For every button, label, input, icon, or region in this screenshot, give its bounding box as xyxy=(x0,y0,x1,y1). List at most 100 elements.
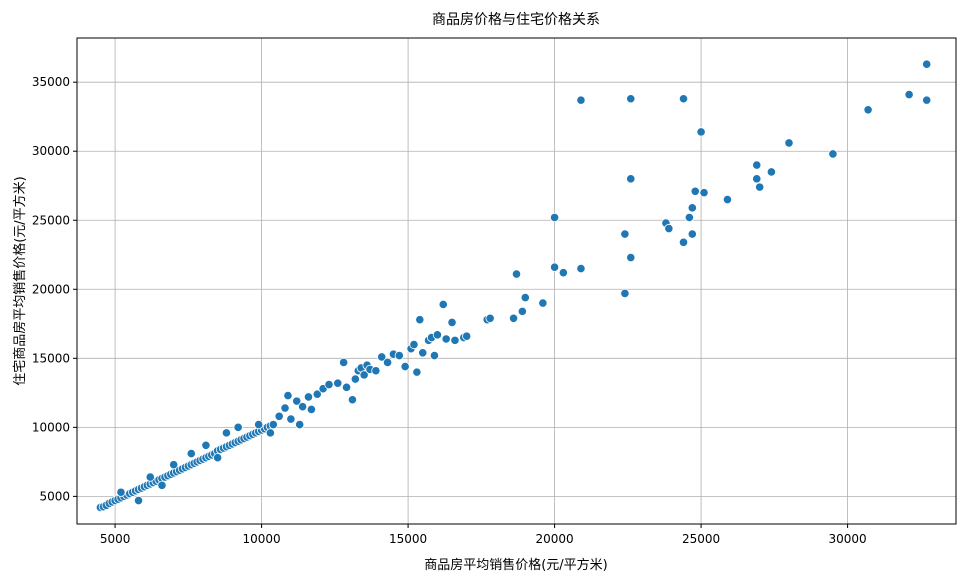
scatter-point xyxy=(549,212,560,223)
scatter-point xyxy=(784,138,794,148)
y-tick-label: 30000 xyxy=(32,144,70,158)
scatter-point xyxy=(359,370,369,380)
scatter-point xyxy=(283,390,293,401)
scatter-point xyxy=(350,374,360,384)
scatter-point xyxy=(254,419,264,430)
y-axis-label: 住宅商品房平均销售价格(元/平方米) xyxy=(12,176,28,386)
scatter-point xyxy=(186,448,196,459)
scatter-point xyxy=(333,378,343,388)
scatter-point xyxy=(312,389,322,399)
scatter-point xyxy=(904,90,914,100)
scatter-point xyxy=(371,366,381,376)
scatter-point xyxy=(620,288,630,299)
scatter-point xyxy=(265,428,275,438)
scatter-point xyxy=(133,495,144,506)
x-axis-label: 商品房平均销售价格(元/平方米) xyxy=(424,557,608,573)
scatter-point xyxy=(286,414,296,424)
x-tick-label: 5000 xyxy=(100,532,131,546)
y-tick-label: 35000 xyxy=(32,75,70,89)
scatter-point xyxy=(922,95,932,105)
scatter-point xyxy=(268,419,278,430)
y-tick-label: 10000 xyxy=(32,420,70,434)
scatter-point xyxy=(828,149,838,159)
x-tick-label: 30000 xyxy=(828,532,866,546)
scatter-point xyxy=(280,403,290,413)
scatter-point xyxy=(213,453,223,463)
scatter-point xyxy=(201,440,211,450)
scatter-point xyxy=(576,263,586,274)
scatter-point xyxy=(169,460,179,470)
x-tick-label: 20000 xyxy=(535,532,573,546)
scatter-point xyxy=(438,299,448,310)
scatter-point xyxy=(511,269,522,279)
scatter-point xyxy=(145,472,155,482)
scatter-point xyxy=(696,127,706,137)
scatter-point xyxy=(508,313,519,323)
scatter-point xyxy=(450,335,460,345)
scatter-point xyxy=(626,174,636,184)
scatter-point xyxy=(400,362,410,372)
scatter-point xyxy=(620,229,630,239)
scatter-point xyxy=(303,392,314,402)
scatter-point xyxy=(558,268,568,278)
scatter-point xyxy=(306,404,316,415)
scatter-point xyxy=(233,422,243,432)
scatter-point xyxy=(292,396,302,406)
scatter-point xyxy=(678,237,689,247)
scatter-point xyxy=(418,348,428,358)
scatter-point xyxy=(382,357,393,368)
scatter-point xyxy=(863,105,873,115)
scatter-point xyxy=(295,419,305,430)
scatter-point xyxy=(678,94,689,104)
scatter-point xyxy=(517,306,527,316)
scatter-point xyxy=(221,428,232,438)
x-tick-label: 25000 xyxy=(682,532,720,546)
y-tick-label: 15000 xyxy=(32,351,70,365)
scatter-point xyxy=(447,317,457,328)
scatter-point xyxy=(415,315,425,325)
scatter-point xyxy=(699,188,709,198)
scatter-point xyxy=(664,223,674,234)
scatter-point xyxy=(485,313,495,323)
plot-frame xyxy=(76,37,957,525)
scatter-point xyxy=(347,395,358,405)
scatter-point xyxy=(429,350,440,361)
scatter-point xyxy=(157,480,167,490)
scatter-point xyxy=(626,252,636,263)
scatter-point xyxy=(377,352,387,362)
grid-layer xyxy=(77,38,956,524)
scatter-point xyxy=(576,95,586,105)
ticks-layer: 5000 10000 15000 20000 25000 30000 5000 10000 15… xyxy=(32,75,867,546)
y-tick-label: 5000 xyxy=(39,489,70,503)
x-tick-label: 15000 xyxy=(389,532,427,546)
scatter-point xyxy=(722,194,733,205)
y-tick-label: 20000 xyxy=(32,282,70,296)
scatter-point xyxy=(324,379,334,390)
scatter-point xyxy=(690,186,700,196)
scatter-point xyxy=(538,298,548,308)
x-tick-label: 10000 xyxy=(242,532,280,546)
scatter-point xyxy=(684,212,694,223)
y-tick-label: 25000 xyxy=(32,213,70,227)
chart-title: 商品房价格与住宅价格关系 xyxy=(432,12,600,28)
scatter-point xyxy=(412,367,422,377)
scatter-point xyxy=(432,330,442,340)
scatter-point xyxy=(274,411,284,421)
scatter-point xyxy=(341,382,352,392)
scatter-point xyxy=(549,262,560,272)
scatter-point xyxy=(394,350,404,361)
scatter-point xyxy=(752,160,762,170)
scatter-point xyxy=(766,167,777,177)
scatter-point xyxy=(462,331,472,341)
points-layer xyxy=(95,59,932,513)
scatter-point xyxy=(520,292,530,303)
scatter-point xyxy=(441,334,451,344)
scatter-point xyxy=(752,174,762,184)
scatter-point xyxy=(755,182,765,192)
scatter-point xyxy=(298,402,308,412)
scatter-point xyxy=(626,94,636,104)
scatter-point xyxy=(687,203,697,213)
scatter-point xyxy=(922,59,932,69)
